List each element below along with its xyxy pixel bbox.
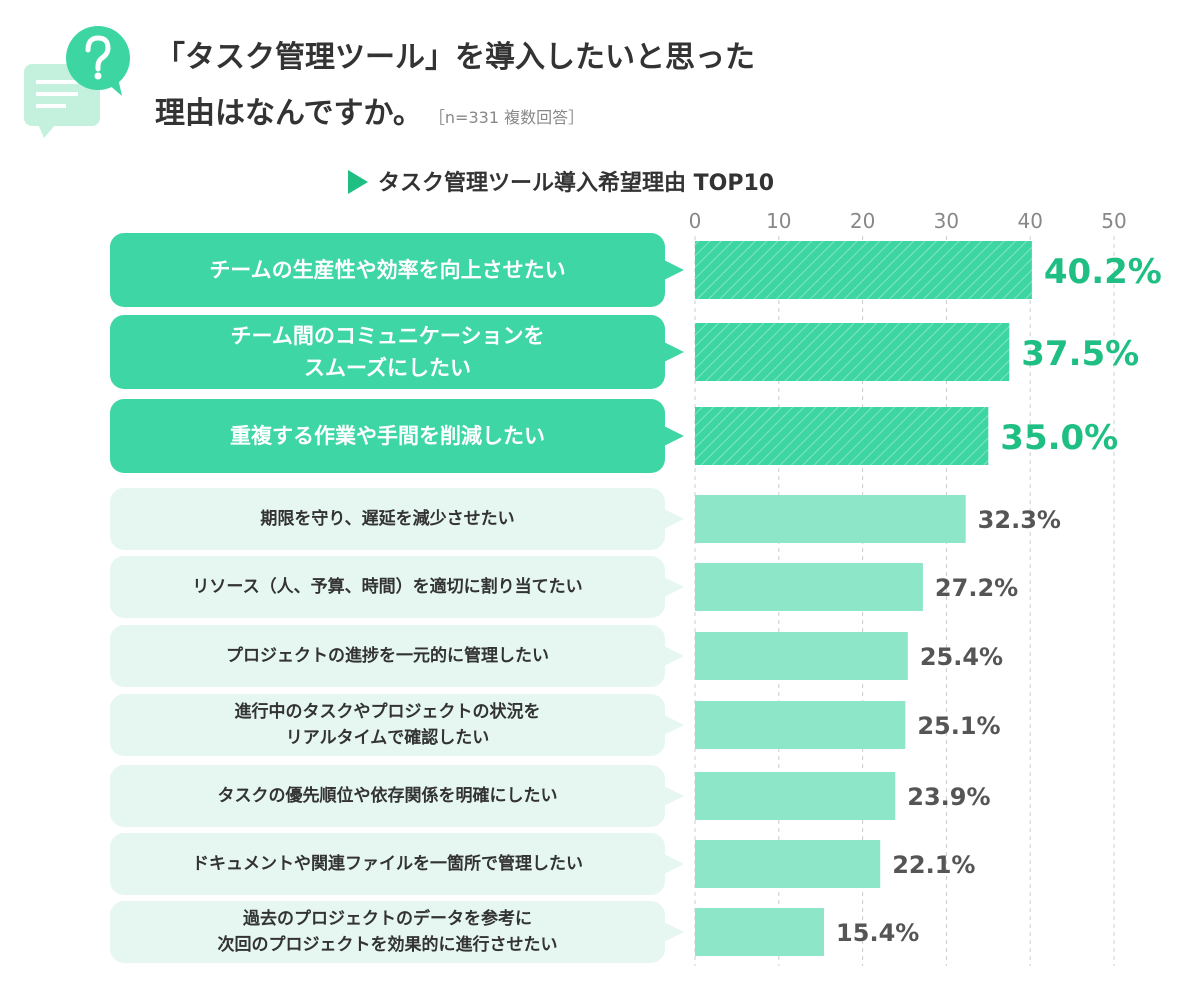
label-bubble	[110, 488, 665, 550]
category-label: プロジェクトの進捗を一元的に管理したい	[226, 646, 549, 666]
label-pointer	[664, 260, 684, 280]
label-bubble	[110, 833, 665, 895]
label-pointer	[664, 577, 684, 597]
value-label: 22.1%	[892, 851, 975, 879]
label-pointer	[664, 426, 684, 446]
bar	[695, 495, 966, 543]
label-pointer	[664, 854, 684, 874]
label-bubble	[110, 765, 665, 827]
x-tick-label: 50	[1101, 209, 1126, 233]
label-bubble	[110, 399, 665, 473]
label-pointer	[664, 646, 684, 666]
bar-hatch	[695, 241, 1032, 299]
bar	[695, 908, 825, 956]
bar	[695, 563, 923, 611]
label-bubble	[110, 694, 665, 756]
label-pointer	[664, 342, 684, 362]
bar-hatch	[695, 407, 989, 465]
bar	[695, 632, 908, 680]
value-label: 25.1%	[917, 712, 1000, 740]
category-label: 過去のプロジェクトのデータを参考に 次回のプロジェクトを効果的に進行させたい	[217, 909, 558, 955]
note: ［n=331 複数回答］	[436, 108, 585, 127]
value-label: 35.0%	[1000, 418, 1118, 458]
category-label: 期限を守り、遅延を減少させたい	[260, 509, 515, 529]
category-label: リソース（人、予算、時間）を適切に割り当てたい	[192, 577, 583, 597]
label-pointer	[664, 786, 684, 806]
label-bubble	[110, 556, 665, 618]
value-label: 40.2%	[1044, 252, 1162, 292]
icon	[24, 26, 130, 138]
category-label: 進行中のタスクやプロジェクトの状況を リアルタイムで確認したい	[234, 702, 541, 748]
value-label: 27.2%	[935, 574, 1018, 602]
x-tick-label: 40	[1017, 209, 1042, 233]
title-line: 「タスク管理ツール」を導入したいと思った	[155, 40, 755, 75]
subtitle: タスク管理ツール導入希望理由 TOP10	[378, 170, 774, 196]
label-pointer	[664, 715, 684, 735]
title-line: 理由はなんですか。	[155, 96, 423, 131]
value-label: 15.4%	[836, 919, 919, 947]
category-label: 重複する作業や手間を削減したい	[230, 424, 545, 448]
title-line: 理由はなんですか。 ［n=331 複数回答］	[155, 88, 584, 132]
label-bubble	[110, 315, 665, 389]
x-tick-label: 0	[689, 209, 702, 233]
bar	[695, 701, 906, 749]
label-pointer	[664, 922, 684, 942]
label-bubble	[110, 901, 665, 963]
category-label: ドキュメントや関連ファイルを一箇所で管理したい	[192, 854, 583, 874]
x-tick-label: 20	[850, 209, 875, 233]
subtitle-marker	[348, 170, 368, 194]
value-label: 37.5%	[1021, 334, 1139, 374]
x-tick-label: 10	[766, 209, 791, 233]
value-label: 25.4%	[920, 643, 1003, 671]
label-pointer	[664, 509, 684, 529]
value-label: 32.3%	[978, 506, 1061, 534]
category-label: タスクの優先順位や依存関係を明確にしたい	[217, 786, 558, 806]
value-label: 23.9%	[907, 783, 990, 811]
x-tick-label: 30	[934, 209, 959, 233]
bar	[695, 840, 881, 888]
category-label: チームの生産性や効率を向上させたい	[209, 258, 566, 282]
bar-hatch	[695, 323, 1010, 381]
label-bubble	[110, 233, 665, 307]
bar	[695, 772, 896, 820]
label-bubble	[110, 625, 665, 687]
category-label: チーム間のコミュニケーションを スムーズにしたい	[230, 324, 545, 380]
